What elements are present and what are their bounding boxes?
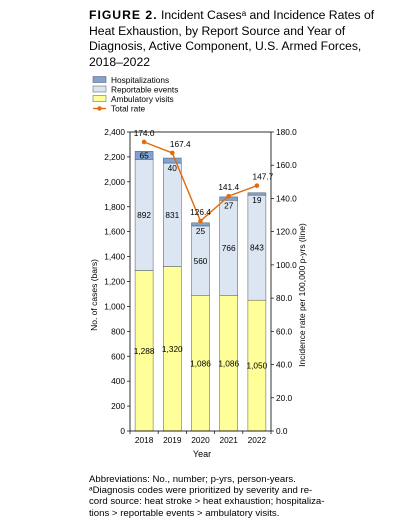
bar-value-label: 25	[196, 226, 206, 236]
y2-tick-label: 40.0	[276, 360, 293, 370]
footnote-abbreviations: Abbreviations: No., number; p-yrs, perso…	[89, 474, 296, 485]
figure-title-text: Incident Casesᵃ and Incidence Rates of H…	[89, 8, 375, 69]
total-rate-point	[141, 139, 147, 145]
x-tick-label: 2020	[191, 435, 210, 445]
footnote-note-line: cord source: heat stroke > heat exhausti…	[89, 496, 325, 508]
y-tick-label: 600	[111, 351, 125, 361]
x-tick-label: 2021	[219, 435, 238, 445]
y-tick-label: 400	[111, 376, 125, 386]
total-rate-label: 174.0	[134, 128, 155, 138]
legend-label: Reportable events	[111, 85, 178, 95]
y-tick-label: 2,200	[104, 152, 125, 162]
footnote-note-line: ᵃDiagnosis codes were prioritized by sev…	[89, 485, 313, 497]
total-rate-label: 126.4	[190, 207, 211, 217]
bar-value-label: 1,086	[218, 358, 239, 368]
legend-label: Total rate	[111, 104, 146, 114]
x-tick-label: 2018	[135, 435, 154, 445]
hospitalizations-bar	[163, 157, 182, 164]
total-rate-label: 167.4	[170, 139, 191, 149]
hospitalizations-bar	[247, 192, 267, 196]
y-tick-label: 0	[120, 426, 125, 436]
y2-axis-label: Incidence rate per 100,000 p-yrs (line)	[297, 223, 307, 367]
bar-value-label: 1,320	[162, 344, 183, 354]
bar-value-label: 27	[224, 200, 234, 210]
bar-value-label: 766	[222, 243, 236, 253]
y-tick-label: 200	[111, 401, 125, 411]
bar-value-label: 1,086	[190, 358, 211, 368]
bar-value-label: 1,288	[134, 346, 155, 356]
legend-line-marker	[97, 106, 102, 111]
y-axis-label: No. of cases (bars)	[89, 259, 99, 331]
total-rate-point	[226, 193, 231, 199]
y2-tick-label: 100.0	[276, 260, 297, 270]
y-tick-label: 2,400	[104, 127, 125, 137]
bar-value-label: 1,050	[247, 361, 268, 371]
total-rate-point	[198, 218, 203, 224]
figure-title: FIGURE 2. Incident Casesᵃ and Incidence …	[89, 8, 389, 70]
y-tick-label: 1,800	[104, 202, 125, 212]
y2-tick-label: 140.0	[276, 193, 297, 203]
y-tick-label: 800	[111, 326, 125, 336]
y-tick-label: 1,200	[104, 277, 125, 287]
bar-value-label: 843	[250, 243, 264, 253]
legend-swatch	[92, 76, 107, 83]
total-rate-label: 141.4	[218, 182, 239, 192]
y2-tick-label: 120.0	[276, 227, 297, 237]
legend-label: Ambulatory visits	[111, 94, 174, 104]
y2-tick-label: 180.0	[276, 127, 297, 137]
y-tick-label: 1,400	[104, 252, 125, 262]
y-tick-label: 1,600	[104, 227, 125, 237]
footnotes: Abbreviations: No., number; p-yrs, perso…	[89, 474, 389, 519]
y2-tick-label: 80.0	[276, 293, 293, 303]
x-axis-label: Year	[193, 449, 211, 459]
bar-value-label: 19	[252, 195, 262, 205]
y2-tick-label: 160.0	[276, 160, 297, 170]
total-rate-label: 147.7	[253, 172, 274, 182]
bar-value-label: 892	[137, 210, 151, 220]
y2-tick-label: 60.0	[276, 326, 293, 336]
legend-swatch	[92, 85, 107, 93]
legend-swatch	[92, 95, 107, 102]
bar-value-label: 40	[168, 163, 178, 173]
y-tick-label: 1,000	[104, 301, 125, 311]
y2-tick-label: 20.0	[276, 393, 293, 403]
total-rate-point	[170, 150, 175, 156]
figure-label: FIGURE 2.	[89, 8, 158, 22]
x-tick-label: 2019	[163, 435, 182, 445]
y2-tick-label: 0.0	[276, 426, 288, 436]
bar-value-label: 65	[139, 150, 149, 160]
bar-value-label: 831	[165, 210, 179, 220]
y-tick-label: 2,000	[104, 177, 125, 187]
x-tick-label: 2022	[248, 435, 267, 445]
hospitalizations-bar	[134, 151, 154, 160]
total-rate-point	[254, 183, 260, 188]
footnote-note-line: tions > reportable events > ambulatory v…	[89, 507, 280, 519]
bar-value-label: 560	[194, 256, 208, 266]
legend-label: Hospitalizations	[111, 75, 169, 85]
